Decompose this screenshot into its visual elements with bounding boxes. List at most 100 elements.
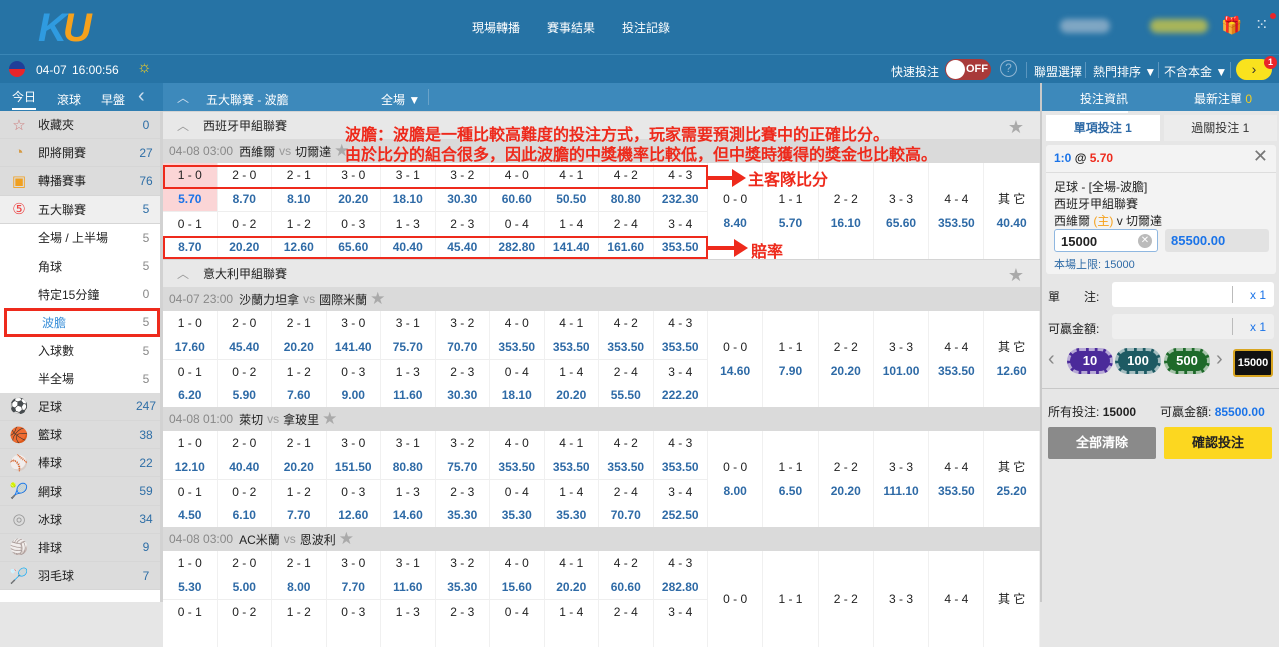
odds-cell[interactable] — [327, 623, 381, 647]
confirm-bet-button[interactable]: 確認投注 — [1164, 427, 1272, 459]
draw-odds[interactable]: 111.10 — [883, 484, 919, 498]
collapse-sidebar-icon[interactable]: ‹ — [138, 85, 145, 107]
sidebar-item[interactable]: ⑤ 五大聯賽 5 — [0, 195, 160, 224]
draw-odds[interactable]: 353.50 — [937, 484, 975, 498]
odds-cell[interactable]: 353.50 — [490, 335, 545, 359]
odds-cell[interactable]: 75.70 — [381, 335, 436, 359]
odds-cell[interactable] — [381, 623, 436, 647]
odds-cell[interactable]: 60.60 — [490, 187, 545, 211]
odds-cell[interactable]: 7.70 — [327, 575, 381, 599]
draw-odds[interactable]: 7.90 — [778, 364, 803, 378]
draw-score-cell[interactable]: 2 - 2 20.20 — [819, 311, 874, 407]
odds-cell[interactable]: 6.10 — [218, 503, 272, 527]
tab-recent-bets[interactable]: 最新注單 0 — [1194, 90, 1252, 107]
sidebar-item[interactable]: 特定15分鐘 0 — [0, 280, 160, 309]
odds-cell[interactable]: 60.60 — [599, 575, 654, 599]
draw-score-cell[interactable]: 2 - 2 — [819, 551, 874, 647]
odds-cell[interactable]: 151.50 — [327, 455, 381, 479]
draw-odds[interactable]: 353.50 — [937, 364, 975, 378]
odds-cell[interactable]: 80.80 — [381, 455, 436, 479]
odds-cell[interactable]: 40.40 — [218, 455, 272, 479]
tab-live[interactable]: 滾球 — [57, 93, 82, 107]
sidebar-item[interactable]: ◔ 即將開賽 27 — [0, 139, 160, 168]
draw-odds[interactable]: 16.10 — [830, 216, 861, 230]
nav-bet-history[interactable]: 投注記錄 — [622, 21, 671, 35]
odds-cell[interactable] — [545, 623, 599, 647]
chip-100[interactable]: 100 — [1115, 348, 1161, 374]
sidebar-item[interactable]: ⚽ 足球 247 — [0, 392, 160, 422]
draw-odds[interactable]: 14.60 — [720, 364, 751, 378]
draw-odds[interactable]: 25.20 — [996, 484, 1027, 498]
odds-cell[interactable]: 75.70 — [436, 455, 490, 479]
help-icon[interactable]: ? — [1000, 60, 1017, 77]
league-header[interactable]: ︿ 西班牙甲組聯賽 ★ — [163, 111, 1040, 139]
ku-logo[interactable]: KU — [38, 6, 92, 50]
odds-cell[interactable]: 353.50 — [654, 455, 708, 479]
odds-cell[interactable] — [436, 623, 490, 647]
favorite-star-icon[interactable]: ★ — [1007, 265, 1024, 285]
draw-odds[interactable]: 8.40 — [723, 216, 747, 230]
sort-dropdown[interactable]: 熱門排序 ▼ — [1093, 65, 1157, 79]
draw-score-cell[interactable]: 其 它 — [984, 551, 1040, 647]
draw-score-cell[interactable]: 4 - 4 353.50 — [929, 431, 985, 527]
odds-cell[interactable]: 50.50 — [545, 187, 599, 211]
odds-cell[interactable]: 40.40 — [381, 235, 436, 259]
favorite-star-icon[interactable]: ★ — [370, 289, 386, 308]
tab-today[interactable]: 今日 — [12, 88, 36, 110]
odds-cell[interactable]: 30.30 — [436, 187, 490, 211]
odds-cell[interactable]: 14.60 — [381, 503, 436, 527]
draw-score-cell[interactable]: 3 - 3 101.00 — [874, 311, 930, 407]
clear-input-icon[interactable]: ✕ — [1138, 234, 1152, 248]
draw-odds[interactable]: 5.70 — [778, 216, 803, 230]
period-dropdown[interactable]: 全場 ▼ — [381, 93, 421, 107]
draw-score-cell[interactable]: 其 它 25.20 — [984, 431, 1040, 527]
draw-score-cell[interactable]: 3 - 3 65.60 — [874, 163, 930, 259]
draw-score-cell[interactable]: 4 - 4 — [929, 551, 985, 647]
draw-score-cell[interactable]: 3 - 3 — [874, 551, 930, 647]
odds-cell[interactable]: 35.30 — [490, 503, 545, 527]
draw-odds[interactable]: 20.20 — [830, 484, 861, 498]
draw-odds[interactable]: 12.60 — [996, 364, 1027, 378]
odds-cell[interactable]: 55.50 — [599, 383, 654, 407]
odds-cell[interactable]: 8.10 — [272, 187, 327, 211]
stake-input[interactable]: 15000 ✕ — [1054, 229, 1158, 252]
draw-score-cell[interactable]: 0 - 0 8.40 — [708, 163, 764, 259]
draw-score-cell[interactable]: 4 - 4 353.50 — [929, 163, 985, 259]
draw-score-cell[interactable]: 1 - 1 6.50 — [763, 431, 819, 527]
draw-score-cell[interactable]: 2 - 2 16.10 — [819, 163, 874, 259]
odds-cell[interactable]: 20.20 — [218, 235, 272, 259]
gift-icon[interactable]: 🎁 — [1221, 16, 1243, 35]
chips-prev-icon[interactable]: ‹ — [1048, 348, 1055, 370]
odds-cell[interactable]: 222.20 — [654, 383, 708, 407]
odds-cell[interactable]: 8.70 — [163, 235, 218, 259]
sidebar-item[interactable]: 波膽 5 — [4, 308, 160, 337]
odds-cell[interactable] — [654, 623, 708, 647]
odds-cell[interactable]: 141.40 — [327, 335, 381, 359]
odds-cell[interactable]: 20.20 — [272, 335, 327, 359]
draw-score-cell[interactable]: 4 - 4 353.50 — [929, 311, 985, 407]
chip-500[interactable]: 500 — [1164, 348, 1210, 374]
odds-cell[interactable]: 11.60 — [381, 575, 436, 599]
draw-odds[interactable]: 65.60 — [886, 216, 917, 230]
sun-icon[interactable]: ☼ — [137, 59, 152, 76]
odds-cell[interactable]: 5.00 — [218, 575, 272, 599]
odds-cell[interactable]: 20.20 — [272, 455, 327, 479]
odds-cell[interactable]: 282.80 — [654, 575, 708, 599]
odds-cell[interactable]: 353.50 — [599, 335, 654, 359]
draw-score-cell[interactable]: 1 - 1 5.70 — [763, 163, 819, 259]
odds-cell[interactable]: 15.60 — [490, 575, 545, 599]
draw-score-cell[interactable]: 1 - 1 — [763, 551, 819, 647]
odds-cell[interactable]: 7.70 — [272, 503, 327, 527]
odds-cell[interactable] — [163, 623, 218, 647]
odds-cell[interactable]: 12.60 — [272, 235, 327, 259]
draw-score-cell[interactable]: 0 - 0 8.00 — [708, 431, 764, 527]
odds-cell[interactable]: 80.80 — [599, 187, 654, 211]
sidebar-item[interactable]: 🏸 羽毛球 7 — [0, 562, 160, 591]
sidebar-item[interactable]: 🎾 網球 59 — [0, 477, 160, 506]
favorite-star-icon[interactable]: ★ — [334, 141, 350, 160]
chip-10[interactable]: 10 — [1067, 348, 1113, 374]
draw-score-cell[interactable]: 其 它 40.40 — [984, 163, 1040, 259]
odds-cell[interactable]: 35.30 — [436, 575, 490, 599]
sidebar-item[interactable]: 🏀 籃球 38 — [0, 421, 160, 450]
tab-single-bet[interactable]: 單項投注 1 — [1046, 115, 1160, 141]
